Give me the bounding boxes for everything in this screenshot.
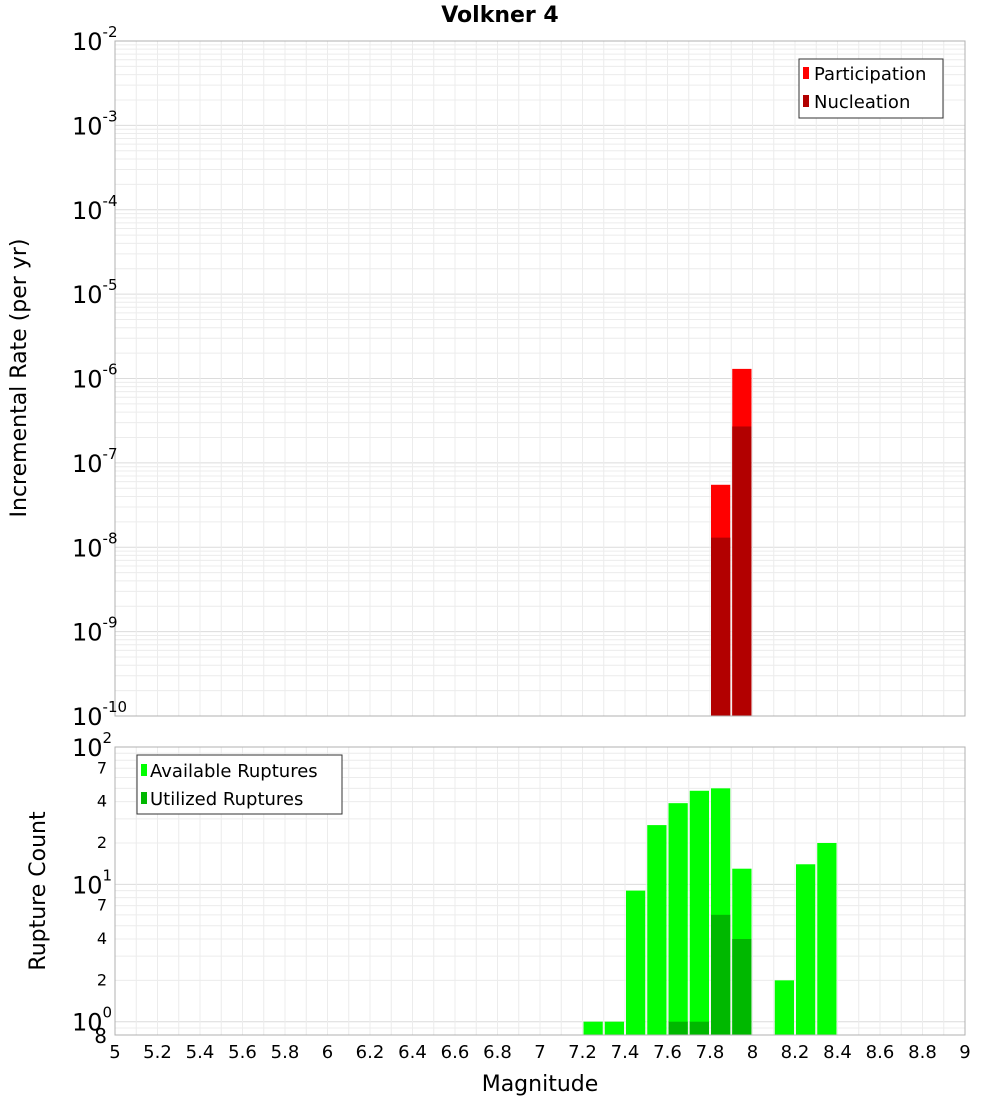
bar-available-ruptures [689, 790, 709, 1035]
top-y-tick-label: 10-6 [72, 361, 118, 394]
x-tick-label: 8.4 [823, 1042, 852, 1063]
top-chart-grid [114, 41, 966, 717]
x-tick-label: 8 [747, 1042, 758, 1063]
x-tick-label: 8.8 [908, 1042, 937, 1063]
top-chart-bars [711, 368, 752, 716]
bar-available-ruptures [583, 1021, 603, 1035]
x-tick-label: 5.8 [271, 1042, 300, 1063]
legend-swatch-participation [803, 67, 809, 79]
x-tick-label: 6.6 [441, 1042, 470, 1063]
legend-label-available-ruptures: Available Ruptures [150, 761, 318, 782]
x-tick-label: 5.6 [228, 1042, 257, 1063]
bar-utilized-ruptures [711, 914, 731, 1035]
top-y-tick-label: 10-9 [72, 614, 118, 647]
x-tick-label: 8.2 [781, 1042, 810, 1063]
x-tick-label: 7.4 [611, 1042, 640, 1063]
x-tick-label: 8.6 [866, 1042, 895, 1063]
top-y-tick-label: 10-7 [72, 445, 118, 478]
legend-label-participation: Participation [814, 64, 926, 85]
x-axis-label: Magnitude [482, 1072, 599, 1097]
bottom-y-minor-tick-label: 4 [97, 929, 107, 948]
top-chart-frame [114, 40, 966, 717]
legend-label-nucleation: Nucleation [814, 92, 910, 113]
x-tick-label: 6 [322, 1042, 333, 1063]
bar-utilized-ruptures [689, 1021, 709, 1035]
bar-available-ruptures [647, 825, 667, 1035]
top-legend-box [798, 58, 944, 119]
top-chart-y-axis-label: Incremental Rate (per yr) [7, 239, 32, 518]
bar-nucleation [732, 426, 752, 716]
legend-swatch-utilized-ruptures [141, 792, 147, 804]
bottom-y-minor-tick-label: 2 [97, 970, 107, 989]
bar-utilized-ruptures [668, 1021, 688, 1035]
bottom-y-major-tick-label: 100 [72, 1004, 112, 1037]
top-y-tick-label: 10-5 [72, 276, 118, 309]
top-y-tick-label: 10-10 [72, 698, 127, 731]
x-tick-label: 9 [959, 1042, 970, 1063]
top-y-tick-label: 10-4 [72, 192, 118, 225]
x-tick-label: 7.6 [653, 1042, 682, 1063]
bar-available-ruptures [668, 803, 688, 1035]
bar-available-ruptures [626, 890, 646, 1035]
x-tick-label: 7 [534, 1042, 545, 1063]
bottom-y-minor-tick-label: 7 [97, 758, 107, 777]
x-tick-label: 6.2 [356, 1042, 385, 1063]
bottom-y-minor-tick-label: 7 [97, 896, 107, 915]
x-tick-label: 5.2 [143, 1042, 172, 1063]
legend-swatch-nucleation [803, 95, 809, 107]
bottom-y-minor-tick-label: 2 [97, 833, 107, 852]
bar-available-ruptures [604, 1021, 624, 1035]
legend-swatch-available-ruptures [141, 764, 147, 776]
bar-available-ruptures [796, 864, 816, 1035]
bottom-chart-y-axis-label: Rupture Count [26, 811, 51, 971]
bar-available-ruptures [817, 843, 837, 1035]
bar-nucleation [711, 537, 731, 716]
top-chart-y-ticks: 10-10 10-9 10-8 10-7 10-6 10-5 10-4 10-3 10-2 [72, 23, 127, 731]
x-tick-label: 5.4 [186, 1042, 215, 1063]
bottom-chart-x-ticks: 5 5.2 5.4 5.6 5.8 6 6.2 6.4 6.6 6.8 7 7.2 7.4 7.6 7.8 8… [109, 1042, 970, 1063]
top-y-tick-label: 10-8 [72, 529, 118, 562]
bottom-y-minor-tick-label: 8 [94, 1024, 107, 1048]
bottom-legend-box [136, 754, 343, 815]
top-y-tick-label: 10-3 [72, 107, 118, 140]
bottom-chart-bars [583, 788, 837, 1035]
bottom-y-major-tick-label: 102 [72, 729, 112, 762]
bar-utilized-ruptures [732, 939, 752, 1035]
x-tick-label: 7.8 [696, 1042, 725, 1063]
bottom-y-major-tick-label: 101 [72, 866, 112, 899]
bar-available-ruptures [774, 980, 794, 1035]
bottom-chart-legend: Available Ruptures Utilized Ruptures [136, 754, 343, 815]
bottom-chart-y-ticks: 100 101 102 8 2 4 7 2 4 7 [72, 729, 112, 1048]
x-tick-label: 7.2 [568, 1042, 597, 1063]
x-tick-label: 6.8 [483, 1042, 512, 1063]
x-tick-label: 6.4 [398, 1042, 427, 1063]
bottom-chart-frame [114, 746, 966, 1036]
top-y-tick-label: 10-2 [72, 23, 118, 56]
x-tick-label: 5 [109, 1042, 120, 1063]
top-chart-title: Volkner 4 [441, 3, 559, 28]
legend-label-utilized-ruptures: Utilized Ruptures [150, 789, 303, 810]
top-chart-legend: Participation Nucleation [798, 58, 944, 119]
bottom-y-minor-tick-label: 4 [97, 792, 107, 811]
